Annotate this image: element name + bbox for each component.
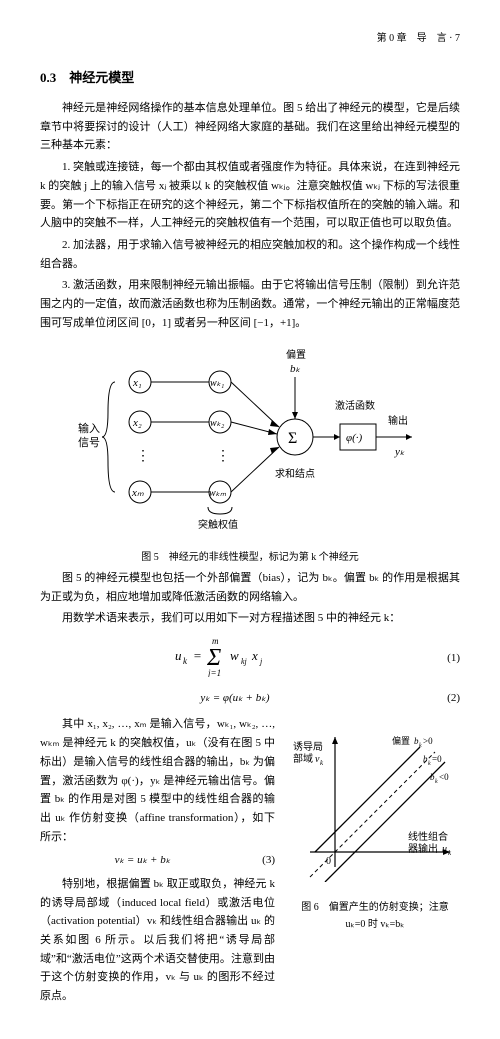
- svg-text:j: j: [259, 657, 263, 666]
- svg-text:m: m: [212, 636, 219, 646]
- paragraph-after-fig5: 图 5 的神经元模型也包括一个外部偏置（bias），记为 bₖ。偏置 bₖ 的作…: [40, 569, 460, 606]
- section-heading: 神经元模型: [69, 70, 134, 85]
- svg-text:>0: >0: [423, 736, 433, 746]
- svg-text:wₖₘ: wₖₘ: [209, 488, 227, 499]
- svg-text:φ(·): φ(·): [346, 432, 362, 444]
- svg-text:⋮: ⋮: [216, 449, 230, 464]
- equation-1: u k = Σ m j=1 w kj x j (1): [40, 633, 460, 684]
- eq2-expr: yₖ = φ(uₖ + bₖ): [40, 689, 430, 708]
- svg-text:<0: <0: [439, 772, 449, 782]
- svg-text:诱导局: 诱导局: [293, 740, 323, 753]
- paragraph-item1: 1. 突触或连接链，每一个都由其权值或者强度作为特征。具体来说，在连到神经元 k…: [40, 158, 460, 233]
- svg-text:=: =: [193, 648, 202, 663]
- svg-text:k: k: [320, 759, 324, 767]
- eq2-num: (2): [430, 689, 460, 708]
- svg-text:u: u: [175, 648, 182, 663]
- svg-text:j=1: j=1: [207, 668, 221, 677]
- svg-text:线性组合: 线性组合: [408, 830, 448, 843]
- svg-text:u: u: [442, 844, 447, 855]
- svg-text:bₖ: bₖ: [290, 363, 301, 375]
- svg-text:k: k: [448, 849, 452, 857]
- svg-text:kj: kj: [241, 657, 248, 666]
- svg-text:突触权值: 突触权值: [198, 518, 238, 531]
- svg-text:输出: 输出: [388, 414, 408, 427]
- svg-text:k: k: [435, 779, 438, 785]
- figure-6-caption: 图 6 偏置产生的仿射变换；注意 uₖ=0 时 vₖ=bₖ: [290, 899, 460, 933]
- section-number: 0.3: [40, 70, 56, 85]
- svg-text:x₂: x₂: [132, 417, 142, 429]
- paragraph-last: 特别地，根据偏置 bₖ 取正或取负，神经元 k 的诱导局部域（induced l…: [40, 875, 275, 1006]
- eq1-num: (1): [430, 649, 460, 668]
- svg-text:k: k: [183, 656, 188, 666]
- figure-5: 输入 信号 x₁ x₂ ⋮ xₘ wₖ₁ wₖ₂ ⋮ wₖₘ Σ 求和结点 偏置…: [40, 342, 460, 539]
- svg-text:求和结点: 求和结点: [275, 467, 315, 480]
- svg-text:偏置: 偏置: [392, 735, 410, 746]
- svg-text:wₖ₁: wₖ₁: [210, 378, 224, 389]
- paragraph-where: 其中 x₁, x₂, …, xₘ 是输入信号，wₖ₁, wₖ₂, …, wₖₘ …: [40, 715, 275, 846]
- equation-2: yₖ = φ(uₖ + bₖ) (2): [40, 689, 460, 708]
- svg-text:k: k: [419, 743, 422, 749]
- svg-text:yₖ: yₖ: [394, 446, 405, 458]
- svg-text:=0: =0: [432, 754, 442, 764]
- eq3-num: (3): [245, 851, 275, 870]
- paragraph-item3: 3. 激活函数，用来限制神经元输出振幅。由于它将输出信号压制（限制）到允许范围之…: [40, 276, 460, 332]
- section-title: 0.3 神经元模型: [40, 67, 460, 89]
- paragraph-intro: 神经元是神经网络操作的基本信息处理单位。图 5 给出了神经元的模型，它是后续章节…: [40, 99, 460, 155]
- svg-text:部域: 部域: [293, 752, 313, 765]
- eq3-expr: vₖ = uₖ + bₖ: [40, 851, 245, 870]
- svg-text:信号: 信号: [78, 436, 100, 449]
- svg-text:器输出: 器输出: [408, 842, 438, 855]
- svg-text:Σ: Σ: [288, 430, 297, 447]
- svg-text:wₖ₂: wₖ₂: [210, 418, 225, 429]
- svg-text:w: w: [230, 648, 239, 663]
- svg-text:k: k: [428, 761, 431, 767]
- paragraph-item2: 2. 加法器，用于求输入信号被神经元的相应突触加权的和。这个操作构成一个线性组合…: [40, 236, 460, 273]
- paragraph-eq-intro: 用数学术语来表示，我们可以用如下一对方程描述图 5 中的神经元 k：: [40, 609, 460, 628]
- svg-text:激活函数: 激活函数: [335, 399, 375, 412]
- equation-3: vₖ = uₖ + bₖ (3): [40, 851, 275, 870]
- figure-5-caption: 图 5 神经元的非线性模型，标记为第 k 个神经元: [40, 549, 460, 566]
- svg-text:⋮: ⋮: [136, 449, 150, 464]
- svg-text:x: x: [251, 648, 258, 663]
- svg-text:x₁: x₁: [132, 377, 142, 389]
- svg-text:输入: 输入: [78, 421, 100, 435]
- svg-text:0: 0: [326, 856, 331, 867]
- page-header: 第 0 章 导 言 · 7: [40, 30, 460, 47]
- svg-text:偏置: 偏置: [286, 348, 306, 361]
- figure-6: 0 诱导局 部域 v k 线性组合 器输出 u k 偏置 b k >0 b k: [290, 722, 460, 889]
- eq1-expr: u k = Σ m j=1 w kj x j: [40, 633, 430, 684]
- svg-text:xₘ: xₘ: [131, 487, 144, 499]
